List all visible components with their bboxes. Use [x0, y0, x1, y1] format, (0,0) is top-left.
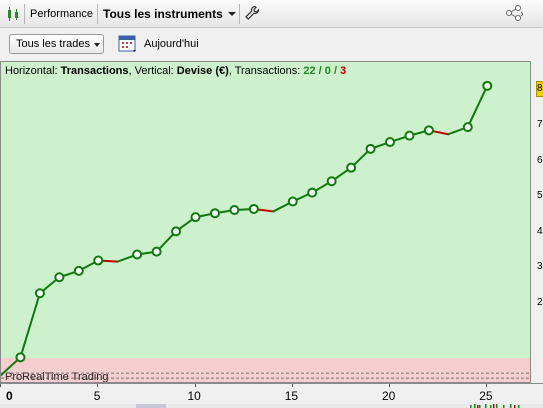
winning-trades-count: 22 [303, 65, 316, 77]
x-tick-label: 5 [93, 389, 101, 403]
trade-point [326, 176, 337, 187]
info-prefix: Horizontal: [5, 65, 61, 77]
chevron-down-icon[interactable] [228, 12, 236, 16]
toolbar-separator [97, 4, 98, 24]
x-tick-mark [291, 384, 293, 387]
performance-tab[interactable]: Performance [30, 8, 93, 20]
info-count-prefix: , Transactions: [228, 65, 304, 77]
trade-point [404, 130, 415, 141]
trade-point [462, 122, 473, 133]
wrench-icon[interactable] [244, 5, 260, 21]
y-tick-label: 2 [537, 296, 543, 308]
x-tick-label: 10 [187, 389, 201, 403]
y-tick-label: 3 [537, 261, 543, 273]
brand-label: ProRealTime Trading [5, 371, 109, 383]
equity-segment [19, 292, 41, 359]
x-tick-mark [389, 384, 390, 387]
trade-point [93, 255, 104, 266]
x-tick-label: 20 [382, 389, 396, 403]
x-tick-label: 25 [479, 389, 493, 403]
x-tick-mark [486, 384, 488, 387]
trade-point [287, 196, 298, 207]
trade-point [229, 205, 240, 216]
trade-point [209, 208, 220, 219]
y-tick-label: 4 [537, 225, 543, 237]
trade-point [151, 246, 162, 257]
lower-panel-strip [0, 404, 543, 408]
chevron-down-icon [94, 43, 100, 47]
trade-point [54, 272, 65, 283]
equity-curve-plot [1, 80, 530, 379]
trade-point [385, 137, 396, 148]
trade-point [132, 249, 143, 260]
y-tick-label: 6 [537, 154, 543, 166]
top-toolbar: Performance Tous les instruments [0, 0, 543, 28]
losing-trades-count: 3 [340, 65, 347, 77]
y-tick-label: 8 [537, 83, 543, 95]
instruments-dropdown[interactable]: Tous les instruments [103, 7, 223, 21]
performance-chart: Horizontal: Transactions, Vertical: Devi… [0, 61, 531, 383]
trade-point [190, 212, 201, 223]
y-tick-label: 5 [537, 190, 543, 202]
trade-point [73, 265, 84, 276]
separator: / [330, 65, 341, 77]
x-tick-mark [97, 384, 99, 387]
x-tick-label: 15 [284, 389, 299, 403]
trade-point [15, 352, 26, 363]
equity-segment [466, 84, 489, 129]
x-tick-mark [0, 384, 1, 387]
candlestick-chart-icon [8, 7, 18, 21]
trade-point [248, 203, 259, 214]
trade-point [171, 226, 182, 237]
bottom-transaction-axis: 0 5 10 15 20 25 [0, 383, 543, 408]
date-range-label[interactable]: Aujourd'hui [144, 38, 199, 50]
horizontal-axis-label: Transactions [60, 65, 129, 77]
toolbar-separator [239, 4, 240, 24]
share-icon[interactable] [505, 4, 523, 22]
toolbar-separator [24, 4, 25, 24]
right-value-axis: 2 3 4 5 6 7 8 [531, 61, 543, 383]
chart-info-line: Horizontal: Transactions, Vertical: Devi… [5, 65, 346, 77]
trades-filter-value: Tous les trades [16, 38, 90, 50]
trade-point [482, 80, 493, 91]
calendar-icon[interactable] [117, 33, 139, 55]
vertical-axis-label: Devise (€) [176, 65, 229, 77]
trade-point [423, 125, 434, 136]
x-tick-mark [194, 384, 196, 387]
x-tick-label: 0 [6, 389, 13, 403]
trade-point [307, 187, 318, 198]
y-tick-label: 7 [537, 119, 543, 131]
current-value-marker [536, 81, 543, 98]
info-vertical-prefix: , Vertical: [128, 65, 177, 77]
trade-point [365, 143, 376, 154]
trade-point [346, 162, 357, 173]
separator: / [315, 65, 325, 77]
trade-point [34, 288, 45, 299]
neutral-trades-count: 0 [324, 65, 331, 77]
trades-filter-select[interactable]: Tous les trades [9, 34, 104, 54]
